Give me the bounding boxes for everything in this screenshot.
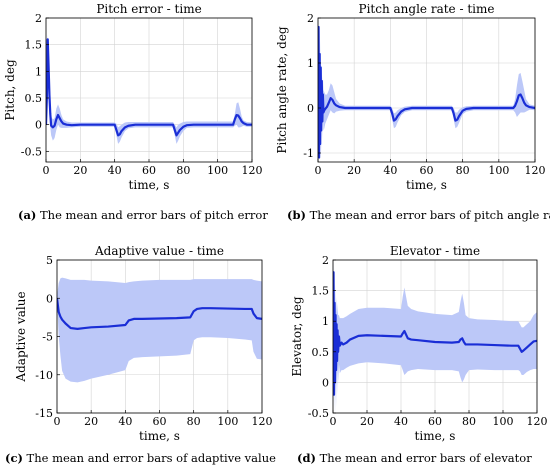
y-tick-label: 0 (35, 119, 42, 132)
caption-b-tag: (b) (287, 208, 306, 222)
y-tick-label: -0.5 (308, 407, 329, 420)
caption-c-text: The mean and error bars of adaptive valu… (26, 451, 276, 465)
mean-line (46, 38, 252, 137)
x-tick-label: 80 (187, 415, 201, 428)
x-tick-label: 120 (525, 164, 546, 177)
y-tick-label: -1 (303, 147, 314, 160)
x-tick-label: 40 (108, 164, 122, 177)
y-tick-label: -10 (35, 369, 53, 382)
x-tick-label: 100 (207, 164, 228, 177)
x-tick-label: 80 (176, 164, 190, 177)
y-tick-label: -15 (35, 407, 53, 420)
error-band (333, 260, 537, 413)
y-tick-label: 2 (322, 254, 329, 267)
chart-title: Pitch angle rate - time (359, 2, 495, 16)
x-tick-label: 20 (73, 164, 87, 177)
x-tick-label: 20 (360, 415, 374, 428)
y-axis-label: Adaptive value (14, 291, 28, 382)
x-tick-label: 60 (420, 164, 434, 177)
x-tick-label: 120 (527, 415, 548, 428)
y-tick-label: -5 (42, 331, 53, 344)
x-tick-label: 120 (252, 415, 273, 428)
y-axis-label: Pitch angle rate, deg (275, 26, 289, 154)
caption-b: (b) The mean and error bars of pitch ang… (287, 208, 550, 222)
x-tick-label: 0 (330, 415, 337, 428)
caption-c-tag: (c) (5, 451, 23, 465)
x-tick-label: 0 (315, 164, 322, 177)
y-axis-label: Elevator, deg (290, 296, 304, 377)
x-tick-label: 20 (84, 415, 98, 428)
x-axis-label: time, s (139, 429, 180, 443)
y-tick-label: 1.5 (25, 39, 43, 52)
y-tick-label: 2 (307, 12, 314, 25)
x-tick-label: 0 (43, 164, 50, 177)
y-tick-label: 0.5 (312, 346, 330, 359)
error-band (57, 277, 262, 383)
mean-line (57, 298, 262, 330)
x-tick-label: 80 (462, 415, 476, 428)
x-tick-label: 40 (394, 415, 408, 428)
caption-a: (a) The mean and error bars of pitch err… (18, 208, 268, 222)
mean-line (318, 25, 535, 159)
caption-a-text: The mean and error bars of pitch error (40, 208, 268, 222)
y-tick-label: 1 (322, 315, 329, 328)
x-tick-label: 80 (456, 164, 470, 177)
y-tick-label: -0.5 (21, 145, 42, 158)
x-tick-label: 40 (118, 415, 132, 428)
x-tick-label: 100 (493, 415, 514, 428)
x-tick-label: 60 (428, 415, 442, 428)
chart-title: Adaptive value - time (94, 244, 224, 258)
mean-line (333, 271, 537, 396)
y-tick-label: 0.5 (25, 92, 43, 105)
y-tick-label: 5 (46, 254, 53, 267)
chart-title: Pitch error - time (96, 2, 201, 16)
caption-c: (c) The mean and error bars of adaptive … (5, 451, 276, 465)
x-tick-label: 20 (347, 164, 361, 177)
chart-c: 0 20 40 60 80 100 120 -15 -10 -5 0 5 Adaptive value … (14, 244, 273, 443)
caption-d: (d) The mean and error bars of elevator (297, 451, 532, 465)
y-tick-label: 1.5 (312, 285, 330, 298)
caption-b-text: The mean and error bars of pitch angle r… (309, 208, 550, 222)
caption-d-text: The mean and error bars of elevator (319, 451, 532, 465)
x-axis-label: time, s (406, 178, 447, 192)
chart-title: Elevator - time (390, 244, 480, 258)
y-tick-label: 2 (35, 12, 42, 25)
x-tick-label: 60 (153, 415, 167, 428)
x-tick-label: 0 (54, 415, 61, 428)
y-axis-label: Pitch, deg (3, 59, 17, 121)
x-tick-label: 100 (488, 164, 509, 177)
caption-d-tag: (d) (297, 451, 316, 465)
y-tick-label: 1 (35, 65, 42, 78)
x-tick-label: 60 (142, 164, 156, 177)
y-tick-label: 0 (46, 292, 53, 305)
x-axis-label: time, s (129, 178, 170, 192)
x-tick-label: 100 (217, 415, 238, 428)
x-tick-label: 40 (383, 164, 397, 177)
x-axis-label: time, s (415, 429, 456, 443)
y-tick-label: 1 (307, 57, 314, 70)
y-tick-label: 0 (307, 102, 314, 115)
x-tick-label: 120 (242, 164, 263, 177)
y-tick-label: 0 (322, 376, 329, 389)
caption-a-tag: (a) (18, 208, 37, 222)
